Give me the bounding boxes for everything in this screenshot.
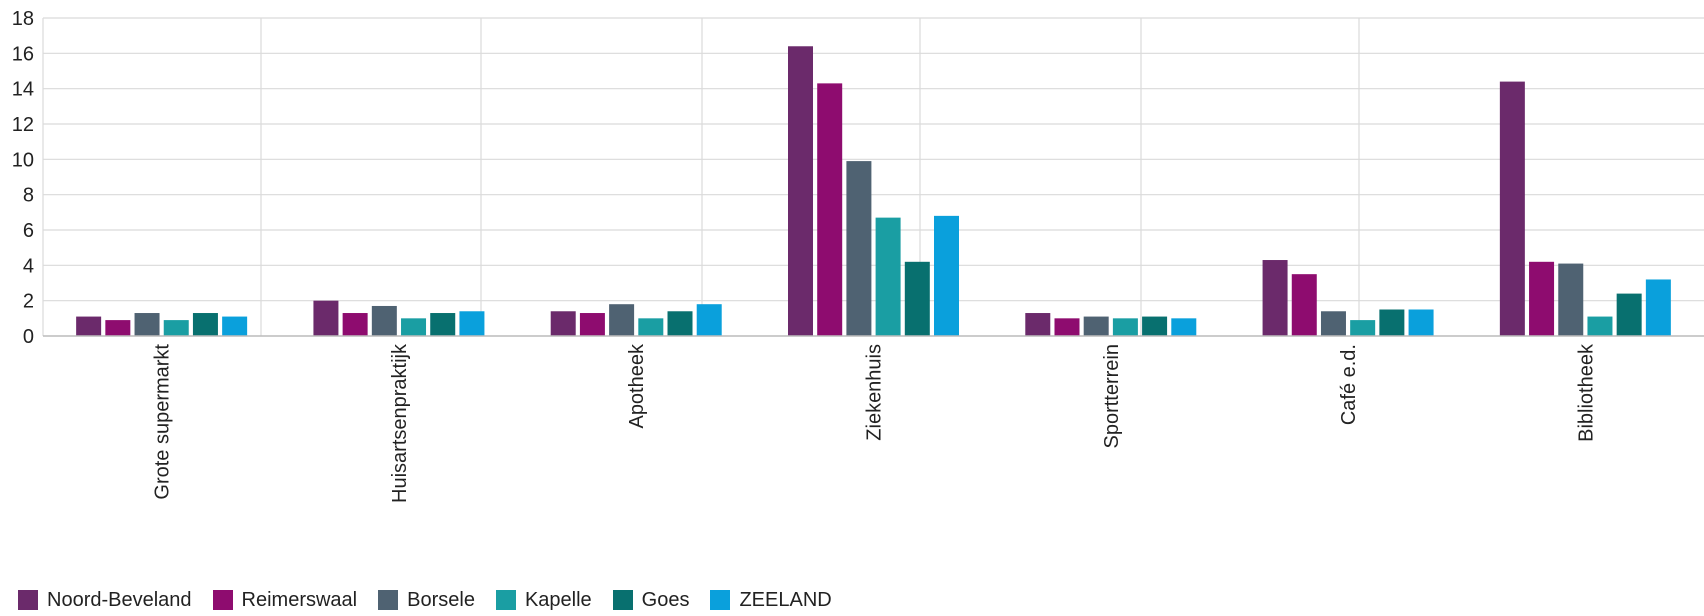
bar [904, 261, 930, 336]
legend-label: ZEELAND [739, 588, 832, 611]
bar [667, 311, 693, 336]
bar [222, 316, 248, 336]
legend-swatch [495, 590, 516, 610]
legend-swatch [612, 590, 633, 610]
x-tick-label: Café e.d. [1338, 344, 1360, 425]
legend-label: Borsele [407, 588, 475, 611]
legend-swatch [378, 590, 399, 610]
y-tick-label: 4 [23, 255, 34, 277]
x-tick-label: Grote supermarkt [152, 344, 174, 500]
legend-item: Goes [612, 588, 690, 612]
bar [1054, 318, 1080, 336]
y-tick-label: 18 [12, 8, 34, 30]
x-tick-label: Bibliotheek [1575, 343, 1597, 442]
x-tick-label: Huisartsenpraktijk [389, 343, 411, 503]
bar [1112, 318, 1138, 336]
legend-item: ZEELAND [710, 588, 832, 612]
bar [638, 318, 664, 336]
bar [459, 311, 485, 336]
legend-item: Reimerswaal [212, 588, 358, 612]
x-tick-label: Sportterrein [1101, 344, 1123, 449]
legend-swatch [18, 590, 38, 610]
bar [1587, 316, 1613, 336]
y-tick-label: 12 [12, 114, 34, 136]
legend-item: Kapelle [495, 588, 592, 612]
y-tick-label: 16 [12, 43, 34, 65]
bar [609, 304, 635, 336]
bar [1291, 274, 1317, 336]
legend-swatch [212, 590, 233, 610]
bar [846, 161, 872, 336]
axis-layer: 0 2 4 6 8 10 12 14 16 18 Grote supermarkt Huisartse… [12, 8, 1704, 503]
bar [401, 318, 427, 336]
bar [1262, 260, 1288, 336]
bar [1025, 313, 1051, 336]
bar [1499, 81, 1525, 336]
y-tick-label: 14 [12, 79, 34, 101]
bar [1320, 311, 1346, 336]
bar [163, 320, 189, 336]
legend-item: Noord-Beveland [18, 589, 192, 612]
bar [1142, 316, 1168, 336]
bar-chart: 0 2 4 6 8 10 12 14 16 18 Grote supermarkt Huisartse… [12, 8, 1704, 503]
x-tick-label: Ziekenhuis [864, 344, 886, 441]
bar [313, 300, 339, 336]
legend-label: Reimerswaal [241, 588, 358, 611]
bar [1408, 309, 1434, 336]
bar [76, 316, 102, 336]
bar [371, 305, 397, 336]
bar [105, 320, 131, 336]
bar [1529, 261, 1555, 336]
legend: Noord-Beveland Reimerswaal Borsele Kapelle G… [18, 586, 853, 614]
y-tick-label: 8 [23, 185, 34, 207]
bar [696, 304, 722, 336]
bar [1171, 318, 1197, 336]
legend-label: Goes [641, 588, 690, 611]
bar [788, 46, 813, 337]
grid-layer [42, 17, 1704, 337]
legend-label: Kapelle [524, 588, 592, 611]
legend-label: Noord-Beveland [47, 588, 192, 611]
legend-item: Borsele [378, 589, 475, 612]
y-tick-label: 2 [23, 291, 34, 313]
bar [342, 313, 368, 336]
bar [1616, 293, 1642, 336]
bar [1379, 309, 1405, 336]
y-tick-label: 0 [23, 326, 34, 348]
bar [192, 313, 218, 336]
bar [1083, 316, 1109, 336]
bar [1558, 263, 1584, 336]
bar [1645, 279, 1671, 336]
bar [430, 313, 456, 336]
bar [579, 313, 605, 336]
legend-swatch [710, 590, 731, 610]
bar [134, 313, 160, 336]
bar [934, 215, 959, 336]
bar [1350, 320, 1376, 336]
y-tick-label: 6 [23, 220, 34, 242]
x-tick-label: Apotheek [626, 343, 648, 429]
bar-layer [76, 46, 1671, 337]
bar [550, 311, 576, 336]
y-tick-label: 10 [12, 149, 34, 171]
bar [875, 217, 901, 336]
bar [817, 83, 843, 337]
